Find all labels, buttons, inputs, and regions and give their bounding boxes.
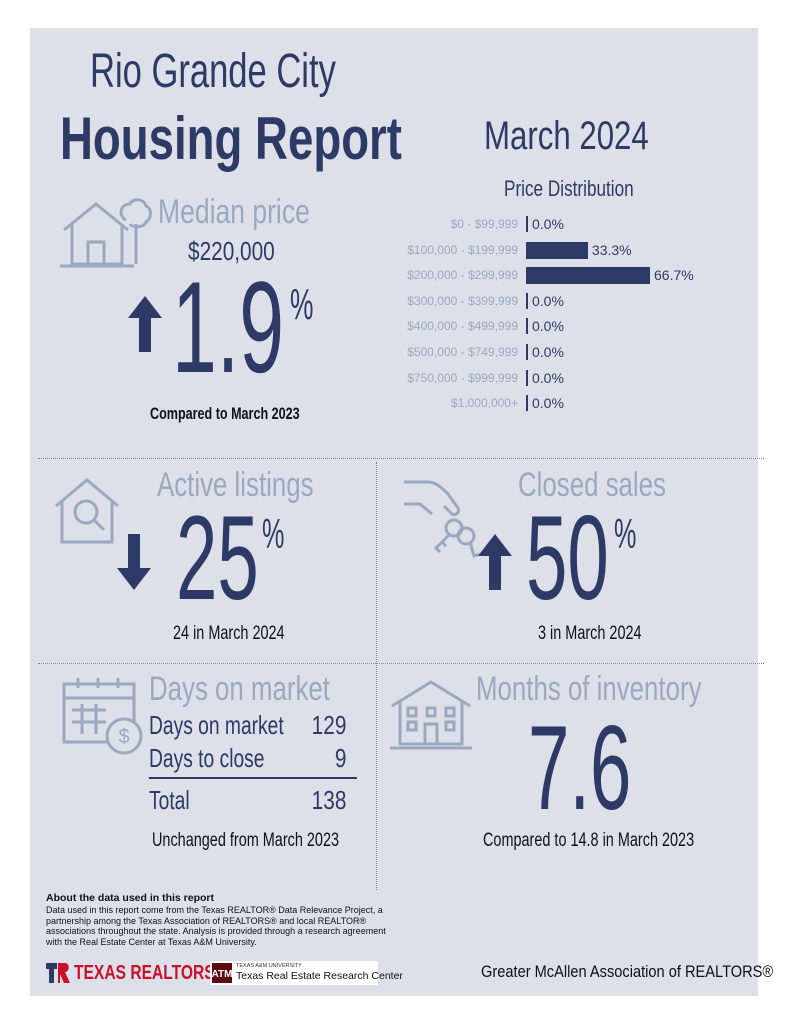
price-distribution-label: $100,000 - $199,999: [407, 242, 518, 257]
dom-row-value: 129: [311, 710, 346, 740]
price-distribution-bar: [526, 395, 528, 412]
active-listings-change: 25: [176, 491, 259, 625]
about-text: Data used in this report come from the T…: [46, 905, 386, 947]
price-distribution-value: 0.0%: [532, 369, 564, 386]
active-listings-percent: %: [262, 510, 285, 557]
total-label: Total: [149, 785, 190, 815]
price-distribution-label: $300,000 - $399,999: [407, 293, 518, 308]
price-distribution-chart: $0 - $99,999 0.0% $100,000 - $199,999 33.3%…: [390, 216, 720, 416]
calendar-dollar-icon: $: [62, 678, 143, 755]
price-distribution-value: 0.0%: [532, 292, 564, 309]
arrow-up-icon: [128, 296, 162, 352]
dom-row-label: Days on market: [149, 710, 284, 740]
dtc-row-label: Days to close: [149, 743, 265, 773]
arrow-up-icon: [478, 534, 512, 590]
median-price-comparison: Compared to March 2023: [150, 404, 300, 423]
svg-text:ATM: ATM: [212, 969, 233, 980]
price-distribution-bar: [526, 216, 528, 232]
report-period: March 2024: [484, 114, 649, 158]
price-distribution-value: 0.0%: [532, 318, 564, 335]
tamu-logo-box: [210, 961, 378, 985]
median-price-percent: %: [290, 280, 314, 329]
price-distribution-bar: [526, 369, 528, 386]
about-line: with the Real Estate Center at Texas A&M…: [46, 936, 257, 947]
median-price-title: Median price: [158, 193, 310, 231]
price-distribution-bar: [526, 267, 650, 285]
tamu-logo-icon: ATM: [212, 963, 232, 983]
price-distribution-label: $750,000 - $999,999: [407, 370, 518, 385]
about-line: associations throughout the state. Analy…: [46, 926, 386, 936]
report-title: Housing Report: [60, 105, 402, 172]
about-line: Data used in this report come from the T…: [46, 905, 383, 915]
hand-keys-icon: [404, 480, 481, 558]
building-icon: [390, 680, 472, 750]
closed-sales-percent: %: [614, 510, 637, 557]
city-title: Rio Grande City: [90, 45, 336, 98]
median-price-change: 1.9: [172, 254, 285, 400]
price-distribution-label: $500,000 - $749,999: [407, 345, 518, 359]
price-distribution-value: 33.3%: [591, 241, 632, 258]
price-distribution-label: $1,000,000+: [450, 396, 518, 411]
active-listings-detail: 24 in March 2024: [173, 623, 285, 644]
price-distribution-value: 0.0%: [532, 344, 564, 360]
association-name: Greater McAllen Association of REALTORS®: [481, 962, 774, 981]
price-distribution-label: $400,000 - $499,999: [407, 319, 518, 334]
price-distribution-bar: [526, 318, 528, 335]
price-distribution-label: $0 - $99,999: [450, 217, 518, 231]
months-inventory-comparison: Compared to 14.8 in March 2023: [483, 830, 695, 851]
divider-vertical: [376, 462, 377, 890]
tamu-logo-text: Texas Real Estate Research Center: [236, 970, 403, 982]
about-line: partnership among the Texas Association …: [46, 915, 367, 926]
texas-realtors-logo-text: TEXAS REALTORS: [74, 962, 215, 984]
price-distribution-label: $200,000 - $299,999: [407, 268, 518, 283]
price-distribution-value: 66.7%: [654, 267, 694, 284]
about-title: About the data used in this report: [46, 892, 215, 904]
active-listings-title: Active listings: [157, 466, 314, 504]
price-distribution-title: Price Distribution: [504, 176, 634, 201]
median-price-value: $220,000: [188, 236, 275, 266]
house-search-icon: [55, 478, 119, 544]
closed-sales-title: Closed sales: [518, 466, 666, 504]
days-on-market-title: Days on market: [149, 670, 330, 708]
report-card: [30, 28, 758, 996]
price-distribution-bar: [526, 241, 588, 259]
total-value: 138: [311, 785, 346, 815]
arrow-down-icon: [117, 534, 151, 590]
house-tree-icon: [60, 198, 152, 268]
tamu-small-text: TEXAS A&M UNIVERSITY: [236, 963, 302, 969]
divider-horizontal-2: [38, 663, 764, 664]
closed-sales-change: 50: [526, 491, 609, 625]
texas-realtors-logo-icon: [46, 963, 70, 983]
closed-sales-detail: 3 in March 2024: [538, 623, 642, 644]
months-inventory-title: Months of inventory: [476, 670, 702, 708]
price-distribution-value: 0.0%: [532, 216, 564, 232]
svg-text:$: $: [118, 726, 129, 748]
total-rule: [149, 777, 357, 779]
price-distribution-value: 0.0%: [532, 395, 564, 412]
dtc-row-value: 9: [334, 743, 346, 773]
divider-horizontal-1: [38, 458, 764, 459]
price-distribution-bar: [526, 292, 528, 309]
months-inventory-value: 7.6: [528, 701, 632, 835]
price-distribution-bar: [526, 344, 528, 360]
days-on-market-comparison: Unchanged from March 2023: [152, 830, 340, 851]
